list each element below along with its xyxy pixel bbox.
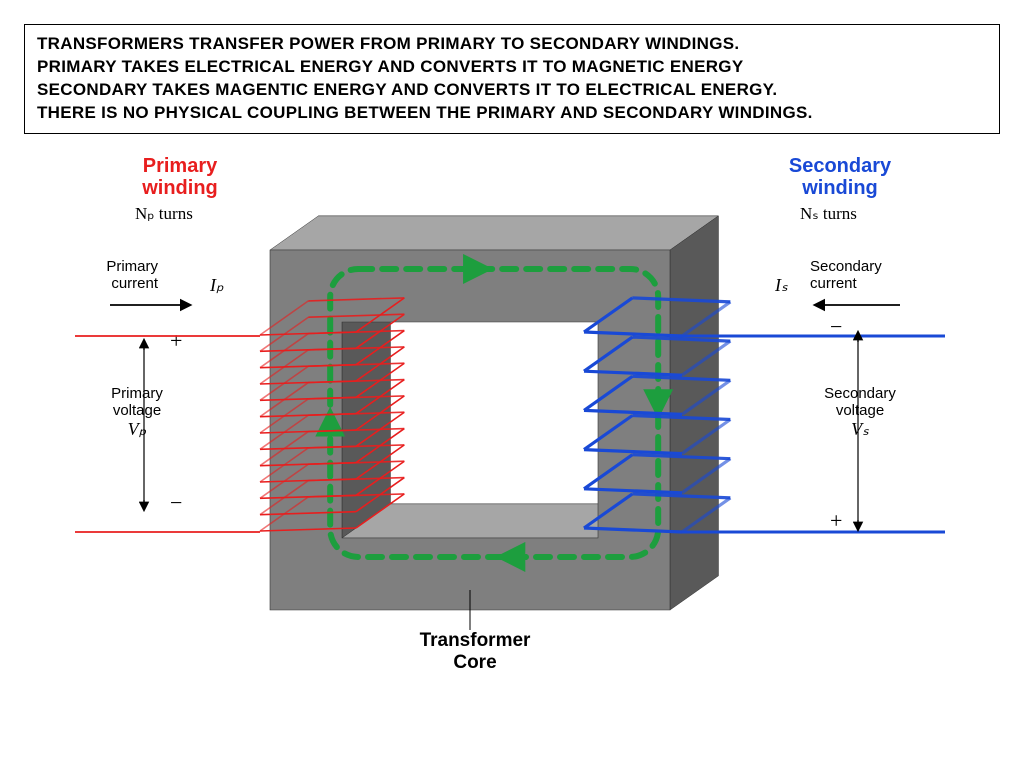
header-line-4: THERE IS NO PHYSICAL COUPLING BETWEEN TH… [37, 102, 987, 125]
core-top-face [270, 216, 718, 250]
header-box: TRANSFORMERS TRANSFER POWER FROM PRIMARY… [24, 24, 1000, 134]
header-line-3: SECONDARY TAKES MAGENTIC ENERGY AND CONV… [37, 79, 987, 102]
header-line-1: TRANSFORMERS TRANSFER POWER FROM PRIMARY… [37, 33, 987, 56]
transformer-diagram: Primary winding Nₚ turns Secondary windi… [0, 160, 1024, 760]
transformer-svg [0, 160, 1024, 760]
header-line-2: PRIMARY TAKES ELECTRICAL ENERGY AND CONV… [37, 56, 987, 79]
